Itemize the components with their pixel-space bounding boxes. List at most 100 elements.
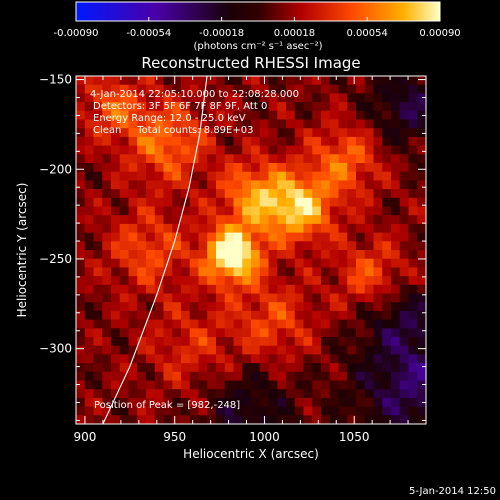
heatmap-cell — [338, 250, 348, 260]
heatmap-cell — [242, 215, 252, 225]
heatmap-cell — [286, 415, 296, 424]
heatmap-cell — [286, 284, 296, 295]
heatmap-cell — [251, 119, 261, 129]
heatmap-cell — [163, 250, 173, 260]
heatmap-cell — [233, 293, 243, 303]
heatmap-cell — [111, 136, 121, 147]
heatmap-cell — [321, 215, 331, 225]
heatmap-cell — [207, 93, 217, 103]
heatmap-cell — [373, 215, 383, 225]
heatmap-cell — [259, 389, 270, 399]
heatmap-cell — [76, 354, 86, 364]
heatmap-cell — [163, 171, 173, 181]
heatmap-cell — [242, 232, 252, 242]
heatmap-cell — [102, 206, 112, 216]
heatmap-cell — [163, 102, 173, 112]
heatmap-cell — [286, 128, 296, 138]
heatmap-cell — [391, 337, 401, 347]
heatmap-cell — [119, 136, 130, 147]
heatmap-cell — [268, 136, 278, 147]
colorbar-tick-label: 0.00018 — [274, 28, 315, 39]
heatmap-cell — [399, 206, 410, 216]
heatmap-cell — [84, 345, 95, 355]
heatmap-cell — [277, 267, 287, 277]
heatmap-cell — [233, 154, 243, 164]
y-tick-label: −300 — [39, 342, 72, 356]
heatmap-cell — [373, 171, 383, 181]
heatmap-cell — [373, 319, 383, 329]
heatmap-cell — [408, 406, 418, 416]
heatmap-cell — [268, 241, 278, 251]
heatmap-cell — [233, 93, 243, 103]
heatmap-cell — [146, 232, 156, 242]
heatmap-cell — [364, 363, 375, 373]
heatmap-cell — [216, 171, 226, 181]
heatmap-cell — [207, 293, 217, 303]
heatmap-cell — [321, 84, 331, 94]
heatmap-cell — [119, 337, 130, 347]
heatmap-cell — [154, 223, 165, 234]
heatmap-cell — [93, 250, 103, 260]
heatmap-cell — [329, 171, 340, 181]
heatmap-cell — [111, 397, 121, 408]
heatmap-cell — [207, 345, 217, 355]
heatmap-cell — [312, 76, 322, 86]
heatmap-cell — [373, 337, 383, 347]
heatmap-cell — [207, 363, 217, 373]
heatmap-cell — [277, 206, 287, 216]
heatmap-cell — [391, 380, 401, 390]
heatmap-cell — [399, 276, 410, 286]
heatmap-cell — [111, 284, 121, 295]
heatmap-cell — [399, 310, 410, 321]
heatmap-cell — [303, 232, 313, 242]
heatmap-cell — [294, 128, 305, 138]
heatmap-cell — [347, 215, 357, 225]
heatmap-cell — [146, 180, 156, 190]
heatmap-cell — [259, 345, 270, 355]
heatmap-cell — [399, 328, 410, 338]
heatmap-cell — [321, 76, 331, 86]
heatmap-cell — [242, 371, 252, 382]
heatmap-cell — [198, 76, 208, 86]
heatmap-cell — [84, 302, 95, 312]
heatmap-cell — [382, 163, 392, 173]
heatmap-cell — [111, 406, 121, 416]
heatmap-cell — [154, 76, 165, 86]
heatmap-cell — [163, 354, 173, 364]
heatmap-cell — [198, 284, 208, 295]
heatmap-cell — [93, 363, 103, 373]
heatmap-cell — [207, 406, 217, 416]
heatmap-cell — [172, 328, 182, 338]
heatmap-cell — [137, 276, 147, 286]
heatmap-cell — [303, 223, 313, 234]
heatmap-cell — [189, 293, 200, 303]
heatmap-cell — [338, 415, 348, 424]
heatmap-cell — [198, 258, 208, 268]
heatmap-cell — [321, 102, 331, 112]
heatmap-cell — [251, 250, 261, 260]
heatmap-cell — [391, 119, 401, 129]
heatmap-cell — [189, 128, 200, 138]
heatmap-cell — [251, 171, 261, 181]
heatmap-cell — [84, 206, 95, 216]
heatmap-cell — [399, 415, 410, 424]
heatmap-cell — [102, 84, 112, 94]
heatmap-cell — [382, 215, 392, 225]
heatmap-cell — [233, 337, 243, 347]
heatmap-cell — [294, 136, 305, 147]
heatmap-cell — [312, 380, 322, 390]
heatmap-cell — [391, 223, 401, 234]
heatmap-cell — [233, 328, 243, 338]
heatmap-cell — [76, 241, 86, 251]
heatmap-cell — [391, 293, 401, 303]
heatmap-cell — [111, 145, 121, 155]
heatmap-cell — [181, 293, 191, 303]
heatmap-cell — [76, 128, 86, 138]
heatmap-cell — [268, 215, 278, 225]
heatmap-cell — [364, 180, 375, 190]
heatmap-cell — [224, 250, 235, 260]
heatmap-cell — [303, 241, 313, 251]
heatmap-cell — [224, 215, 235, 225]
heatmap-cell — [137, 293, 147, 303]
heatmap-cell — [84, 102, 95, 112]
